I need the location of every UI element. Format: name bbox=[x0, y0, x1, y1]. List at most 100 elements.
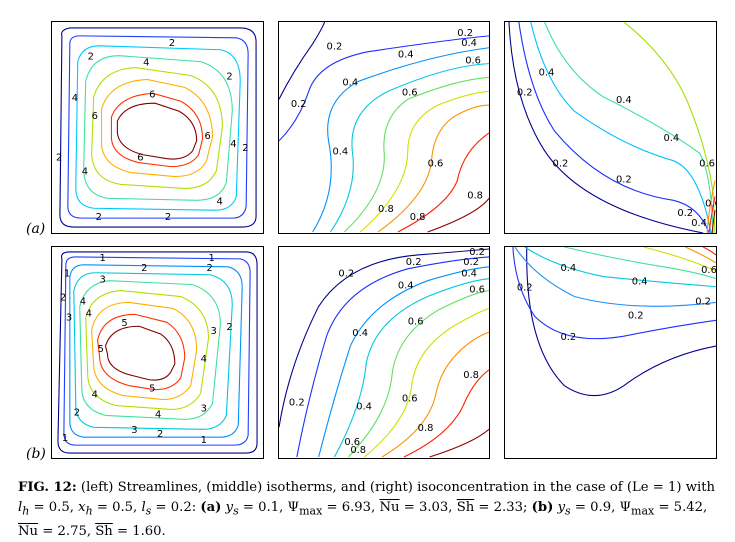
isoconc-a-5 bbox=[623, 22, 716, 233]
contour-label-a-right-9: 0.4 bbox=[691, 218, 707, 229]
caption-a-ys-symbol: y bbox=[225, 500, 234, 515]
isotherm-b-2 bbox=[296, 256, 489, 458]
caption-b-ys-value: = 0.9, Ψ bbox=[570, 500, 632, 515]
contour-label-b-right-4: 0.2 bbox=[517, 283, 533, 294]
contour-label-a-mid-13: 0.8 bbox=[410, 212, 426, 223]
contour-label-b-mid-13: 0.6 bbox=[344, 437, 360, 448]
panel-a-streamlines: 2 2 2 2 2 2 2 4 4 4 4 4 6 6 6 6 bbox=[51, 21, 264, 234]
contour-label-b-left-5: 2 bbox=[207, 263, 213, 274]
panel-a-isoconcentration: 0.4 0.4 0.4 0.2 0.2 0.2 0.2 0.6 0.4 0.6 bbox=[504, 21, 717, 234]
contour-label-b-right-2: 0.4 bbox=[632, 277, 648, 288]
streamline-a-7 bbox=[110, 92, 204, 168]
caption-a-psi-value: = 6.93, bbox=[322, 500, 380, 515]
caption-fig-label: FIG. 12: bbox=[18, 480, 77, 495]
contour-label-b-mid-4: 0.2 bbox=[289, 397, 305, 408]
isotherm-b-3 bbox=[318, 266, 489, 458]
streamlines-plot-b: 1 1 1 2 2 2 2 2 3 3 3 3 3 4 4 4 4 4 5 5 … bbox=[57, 251, 258, 454]
contour-label-b-right-5: 0.2 bbox=[628, 310, 644, 321]
contour-label-a-mid-8: 0.6 bbox=[465, 56, 481, 67]
contour-label-a-mid-3: 0.2 bbox=[291, 99, 307, 110]
contour-label-a-mid-5: 0.4 bbox=[461, 38, 477, 49]
row-label-a: (a) bbox=[26, 221, 46, 237]
isoconc-b-1 bbox=[526, 247, 716, 397]
isoconc-a-6 bbox=[706, 180, 716, 233]
caption-a-sh-label: Sh bbox=[456, 500, 475, 515]
streamline-b-3 bbox=[69, 264, 243, 438]
contour-label-a-left-1: 2 bbox=[169, 38, 175, 49]
contour-label-b-left-19: 5 bbox=[121, 318, 127, 329]
caption-b-nu-label: Nu bbox=[18, 523, 39, 539]
isotherm-b-7 bbox=[381, 331, 489, 458]
isotherm-b-8 bbox=[403, 369, 489, 458]
contour-label-b-mid-9: 0.4 bbox=[356, 401, 372, 412]
streamline-b-1 bbox=[57, 251, 258, 454]
caption-text-1: (left) Streamlines, (middle) isotherms, … bbox=[76, 480, 716, 495]
caption-ls-value: = 0.2: bbox=[151, 500, 201, 515]
contour-label-b-right-1: 0.4 bbox=[560, 263, 576, 274]
isoconc-b-5 bbox=[564, 247, 716, 280]
isotherm-a-9 bbox=[427, 197, 489, 233]
caption-a-label: (a) bbox=[200, 500, 222, 515]
panel-b-streamlines: 1 1 1 2 2 2 2 2 3 3 3 3 3 4 4 4 4 4 5 5 … bbox=[51, 246, 264, 459]
isoconc-a-3 bbox=[530, 22, 712, 233]
isoconc-b-4 bbox=[524, 247, 716, 288]
contour-label-b-left-18: 4 bbox=[155, 409, 161, 420]
caption-a-ys-value: = 0.1, Ψ bbox=[238, 500, 300, 515]
caption-b-psi-sub: max bbox=[631, 504, 655, 518]
isotherms-plot-b: 0.2 0.2 0.2 0.2 0.2 0.4 0.4 0.4 0.4 0.6 … bbox=[279, 247, 489, 458]
contour-label-b-mid-16: 0.8 bbox=[350, 445, 366, 456]
isoconc-b-3 bbox=[514, 247, 716, 307]
contour-label-a-mid-4: 0.4 bbox=[398, 50, 414, 61]
isotherm-a-4 bbox=[330, 63, 489, 233]
contour-label-a-mid-6: 0.4 bbox=[342, 77, 358, 88]
caption-xh-symbol: x bbox=[78, 500, 86, 515]
contour-label-b-mid-8: 0.4 bbox=[352, 328, 368, 339]
contour-label-a-right-5: 0.2 bbox=[553, 159, 569, 170]
contour-label-b-left-12: 3 bbox=[201, 403, 207, 414]
isoconc-b-2 bbox=[512, 247, 716, 340]
contour-label-b-mid-14: 0.8 bbox=[463, 370, 479, 381]
isotherm-a-1 bbox=[279, 22, 326, 100]
streamline-b-9 bbox=[104, 325, 176, 381]
panel-b-isoconcentration: 0.4 0.4 0.6 0.2 0.2 0.2 0.2 bbox=[504, 246, 717, 459]
contour-label-b-left-23: 1 bbox=[62, 433, 68, 444]
streamline-b-5 bbox=[79, 280, 221, 420]
contour-label-a-mid-12: 0.8 bbox=[467, 190, 483, 201]
contour-label-b-mid-1: 0.2 bbox=[338, 269, 354, 280]
contour-label-a-mid-10: 0.6 bbox=[428, 159, 444, 170]
contour-label-b-mid-12: 0.6 bbox=[402, 394, 418, 405]
caption-b-psi-value: = 5.42, bbox=[654, 500, 708, 515]
isotherm-a-3 bbox=[312, 47, 489, 233]
streamline-a-3 bbox=[75, 45, 241, 211]
contour-label-a-left-6: 2 bbox=[96, 212, 102, 223]
isotherm-b-9 bbox=[429, 428, 489, 458]
contour-label-b-left-22: 2 bbox=[74, 407, 80, 418]
caption-lh-sub: h bbox=[22, 504, 30, 518]
contour-label-b-left-13: 3 bbox=[131, 425, 137, 436]
contour-label-b-left-8: 2 bbox=[157, 429, 163, 440]
isotherm-b-5 bbox=[347, 290, 489, 458]
row-label-b: (b) bbox=[26, 446, 46, 462]
panel-a-isotherms: 0.2 0.2 0.2 0.4 0.4 0.4 0.4 0.6 0.6 0.6 … bbox=[278, 21, 490, 234]
streamline-b-4 bbox=[73, 272, 233, 430]
contour-label-b-left-10: 3 bbox=[66, 312, 72, 323]
caption-b-ys-symbol: y bbox=[557, 500, 566, 515]
streamline-a-4 bbox=[83, 55, 233, 201]
contour-label-b-left-6: 2 bbox=[60, 292, 66, 303]
contour-label-a-right-1: 0.4 bbox=[539, 67, 555, 78]
caption-a-nu-label: Nu bbox=[379, 500, 400, 515]
contour-label-b-mid-11: 0.6 bbox=[408, 316, 424, 327]
contour-label-b-right-7: 0.2 bbox=[560, 332, 576, 343]
contour-label-b-right-3: 0.6 bbox=[701, 265, 716, 276]
contour-label-b-left-2: 1 bbox=[209, 253, 215, 264]
isotherm-a-6 bbox=[359, 90, 489, 233]
contour-label-a-mid-7: 0.4 bbox=[332, 147, 348, 158]
contour-label-b-mid-15: 0.8 bbox=[418, 423, 434, 434]
contour-label-a-mid-9: 0.6 bbox=[402, 87, 418, 98]
isoconcentration-plot-a: 0.4 0.4 0.4 0.2 0.2 0.2 0.2 0.6 0.4 0.6 bbox=[508, 22, 716, 233]
isotherms-plot-a: 0.2 0.2 0.2 0.4 0.4 0.4 0.4 0.6 0.6 0.6 … bbox=[279, 22, 489, 233]
caption-b-sh-value: = 1.60. bbox=[112, 523, 166, 539]
caption-ls-symbol: l bbox=[141, 500, 146, 515]
contour-label-a-left-5: 2 bbox=[56, 153, 62, 164]
isotherm-a-2 bbox=[279, 35, 489, 142]
